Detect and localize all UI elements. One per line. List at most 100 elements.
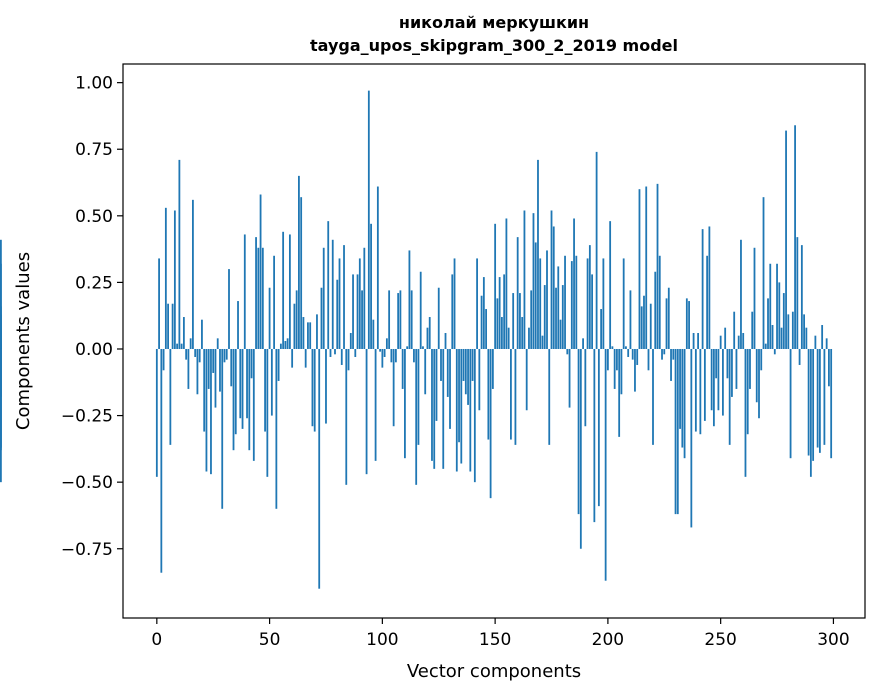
bar xyxy=(514,348,517,445)
bar xyxy=(440,348,442,381)
bar xyxy=(196,348,199,395)
bar xyxy=(794,125,796,349)
bar xyxy=(510,348,512,440)
x-tick-label: 200 xyxy=(592,630,624,650)
bar xyxy=(512,293,515,349)
bar xyxy=(828,348,830,387)
y-tick-label: −0.50 xyxy=(61,473,113,493)
bar xyxy=(575,255,578,349)
bar xyxy=(316,314,318,349)
x-tick-label: 100 xyxy=(366,630,398,650)
bar xyxy=(751,311,754,349)
bar xyxy=(469,348,472,472)
bar xyxy=(692,333,695,349)
bar xyxy=(0,239,2,349)
bar xyxy=(286,338,289,349)
bar xyxy=(489,348,492,499)
bar xyxy=(381,348,384,368)
bar xyxy=(643,295,645,349)
bar xyxy=(437,287,440,349)
y-axis-ticks: −0.75 −0.50 −0.25 0.00 0.25 0.50 0.75 1.00 xyxy=(61,74,123,560)
bar xyxy=(616,348,618,371)
bar xyxy=(266,348,269,477)
bar xyxy=(552,226,555,349)
bar xyxy=(618,348,621,437)
bar xyxy=(345,348,348,485)
y-tick-label: 0.00 xyxy=(75,340,113,360)
x-tick-label: 300 xyxy=(817,630,849,650)
bar xyxy=(173,210,176,349)
bar xyxy=(528,327,530,349)
bar xyxy=(652,348,654,445)
bar xyxy=(354,348,357,357)
bar xyxy=(467,348,469,405)
bar xyxy=(609,221,612,349)
bar xyxy=(534,242,537,349)
bar xyxy=(313,348,316,432)
bar xyxy=(722,348,724,416)
bar xyxy=(252,348,255,461)
bar xyxy=(347,348,350,371)
bar xyxy=(460,348,463,464)
bar xyxy=(203,348,206,432)
bar xyxy=(473,348,476,483)
bar xyxy=(516,237,519,349)
bar xyxy=(773,348,776,355)
bar xyxy=(742,333,745,349)
bar xyxy=(455,348,458,472)
bar xyxy=(336,279,339,349)
bar xyxy=(338,258,341,349)
bar xyxy=(564,255,566,349)
bar xyxy=(557,266,560,349)
bar xyxy=(329,348,332,357)
bar xyxy=(182,317,185,349)
bar xyxy=(796,237,799,349)
bar xyxy=(424,348,427,395)
bar xyxy=(710,348,713,411)
bar xyxy=(431,348,433,461)
bar xyxy=(712,348,715,427)
bar xyxy=(776,263,778,349)
bar xyxy=(672,348,675,360)
bar xyxy=(370,223,372,349)
bar xyxy=(250,348,253,379)
bar xyxy=(307,322,309,349)
bar xyxy=(435,348,438,421)
bar xyxy=(446,348,449,397)
bar xyxy=(548,348,551,445)
bar xyxy=(282,231,285,349)
bar xyxy=(690,348,693,528)
bar xyxy=(372,319,375,349)
bar xyxy=(814,335,817,349)
bar xyxy=(334,348,336,355)
y-axis-label: Components values xyxy=(13,252,34,430)
bar xyxy=(541,335,544,349)
bar xyxy=(699,348,702,435)
bar xyxy=(302,317,305,349)
bar xyxy=(158,258,160,349)
bar xyxy=(261,247,264,349)
bar xyxy=(464,348,467,395)
bar xyxy=(649,303,652,349)
bar xyxy=(264,348,266,432)
bar xyxy=(284,341,287,349)
bar xyxy=(728,348,731,445)
bar xyxy=(331,239,334,349)
bar xyxy=(780,327,783,349)
bar xyxy=(805,327,808,349)
bar xyxy=(800,245,803,349)
bar xyxy=(478,348,481,411)
bar xyxy=(543,285,546,349)
bar xyxy=(293,303,296,349)
bar xyxy=(189,338,192,349)
bar xyxy=(392,348,395,427)
bar xyxy=(185,348,188,360)
bar xyxy=(667,287,670,349)
bar xyxy=(550,210,553,349)
bar xyxy=(248,348,251,451)
bar xyxy=(216,338,219,349)
bar xyxy=(634,348,636,392)
bar xyxy=(205,348,208,472)
bar xyxy=(789,348,792,459)
